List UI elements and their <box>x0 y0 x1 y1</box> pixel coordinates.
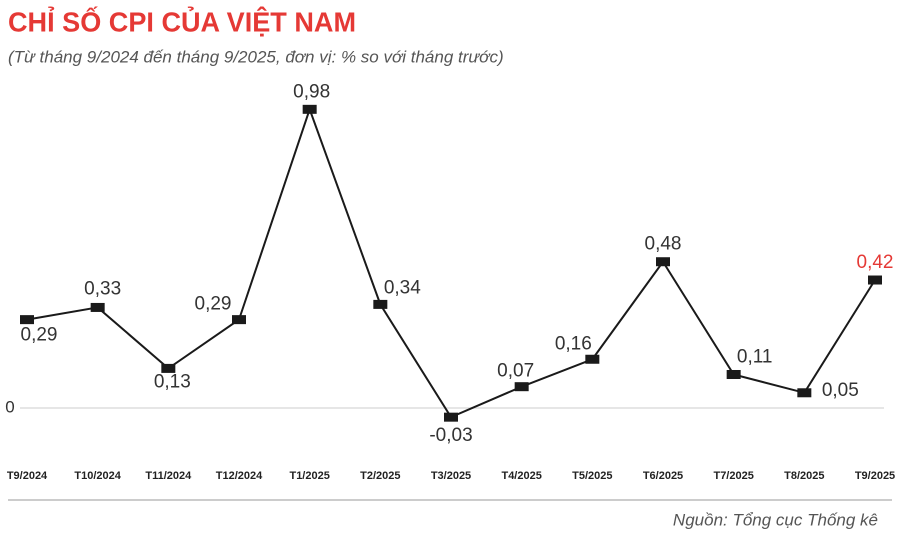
source-note: Nguồn: Tổng cục Thống kê <box>673 510 878 529</box>
x-tick-label: T5/2025 <box>572 470 612 482</box>
x-tick-label: T9/2025 <box>855 470 895 482</box>
point-marker <box>585 354 600 364</box>
data-label: 0,05 <box>822 380 859 401</box>
data-label: 0,33 <box>84 278 121 299</box>
x-tick-label: T8/2025 <box>784 470 824 482</box>
point-marker <box>726 369 741 379</box>
data-label: 0,29 <box>195 294 232 315</box>
data-label: 0,07 <box>497 361 534 382</box>
chart-title: CHỈ SỐ CPI CỦA VIỆT NAM <box>8 5 356 37</box>
point-marker <box>302 104 317 114</box>
x-tick-label: T11/2024 <box>145 470 192 482</box>
x-tick-label: T12/2024 <box>216 470 263 482</box>
point-marker <box>161 363 176 373</box>
data-label: 0,29 <box>21 325 58 346</box>
x-tick-label: T1/2025 <box>289 470 329 482</box>
x-tick-label: T10/2024 <box>74 470 121 482</box>
data-label: 0,11 <box>737 347 773 368</box>
point-marker <box>20 315 34 325</box>
x-tick-label: T6/2025 <box>643 470 683 482</box>
x-tick-label: T3/2025 <box>431 470 471 482</box>
point-marker <box>232 315 246 325</box>
point-marker <box>868 275 882 285</box>
data-label: 0,16 <box>555 333 592 354</box>
data-label: 0,42 <box>857 252 894 273</box>
point-marker <box>444 412 458 422</box>
data-label: 0,34 <box>384 277 421 298</box>
point-marker <box>656 257 670 267</box>
y-tick-label: 0 <box>5 398 14 417</box>
x-tick-label: T7/2025 <box>713 470 753 482</box>
data-label: -0,03 <box>429 425 472 446</box>
x-tick-label: T9/2024 <box>7 470 48 482</box>
data-label: 0,48 <box>645 234 682 255</box>
data-label: 0,13 <box>154 371 191 392</box>
point-marker <box>514 382 529 392</box>
x-tick-label: T4/2025 <box>501 470 541 482</box>
point-marker <box>90 302 105 312</box>
chart-subtitle: (Từ tháng 9/2024 đến tháng 9/2025, đơn v… <box>8 47 504 66</box>
x-tick-label: T2/2025 <box>360 470 400 482</box>
point-marker <box>373 299 388 309</box>
data-label: 0,98 <box>293 81 330 102</box>
point-marker <box>797 388 812 398</box>
